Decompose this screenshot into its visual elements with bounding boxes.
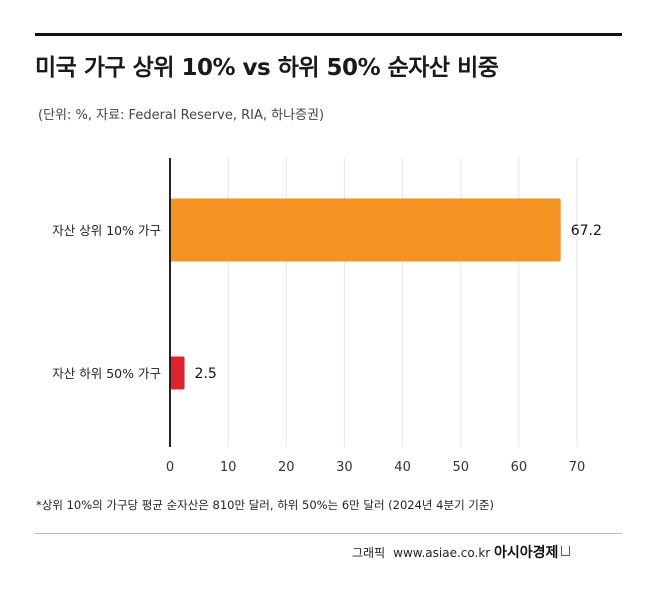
bar-value-label: 67.2: [571, 223, 602, 239]
bar: [170, 356, 185, 390]
x-tick-label: 30: [336, 460, 353, 475]
x-tick-label: 70: [569, 460, 586, 475]
chart-subtitle: (단위: %, 자료: Federal Reserve, RIA, 하나증권): [38, 108, 325, 123]
footnote: *상위 10%의 가구당 평균 순자산은 810만 달러, 하위 50%는 6만…: [36, 498, 494, 512]
logo-text: 아시아경제: [494, 545, 559, 561]
credit-url[interactable]: www.asiae.co.kr: [393, 546, 491, 560]
bar: [170, 198, 561, 262]
x-tick-label: 20: [278, 460, 295, 475]
category-label: 자산 상위 10% 가구: [52, 223, 161, 238]
category-label: 자산 하위 50% 가구: [52, 366, 161, 381]
x-tick-label: 60: [511, 460, 528, 475]
credit-line: 그래픽 www.asiae.co.kr: [352, 544, 490, 561]
logo-mark-icon: [561, 546, 571, 556]
bar-value-label: 2.5: [195, 366, 217, 382]
x-tick-label: 0: [166, 460, 174, 475]
bottom-rule: [35, 533, 622, 534]
top-rule: [35, 33, 622, 36]
chart-title: 미국 가구 상위 10% vs 하위 50% 순자산 비중: [35, 55, 499, 81]
x-tick-label: 10: [220, 460, 237, 475]
x-tick-label: 50: [452, 460, 469, 475]
x-tick-label: 40: [394, 460, 411, 475]
credit-label: 그래픽: [352, 546, 386, 560]
bar-chart: 0 10 20 30 40 50 60 70 67.2 자산 상위 10% 가구 2.5 자산 하위 …: [52, 158, 602, 475]
publisher-logo: 아시아경제: [494, 542, 571, 562]
